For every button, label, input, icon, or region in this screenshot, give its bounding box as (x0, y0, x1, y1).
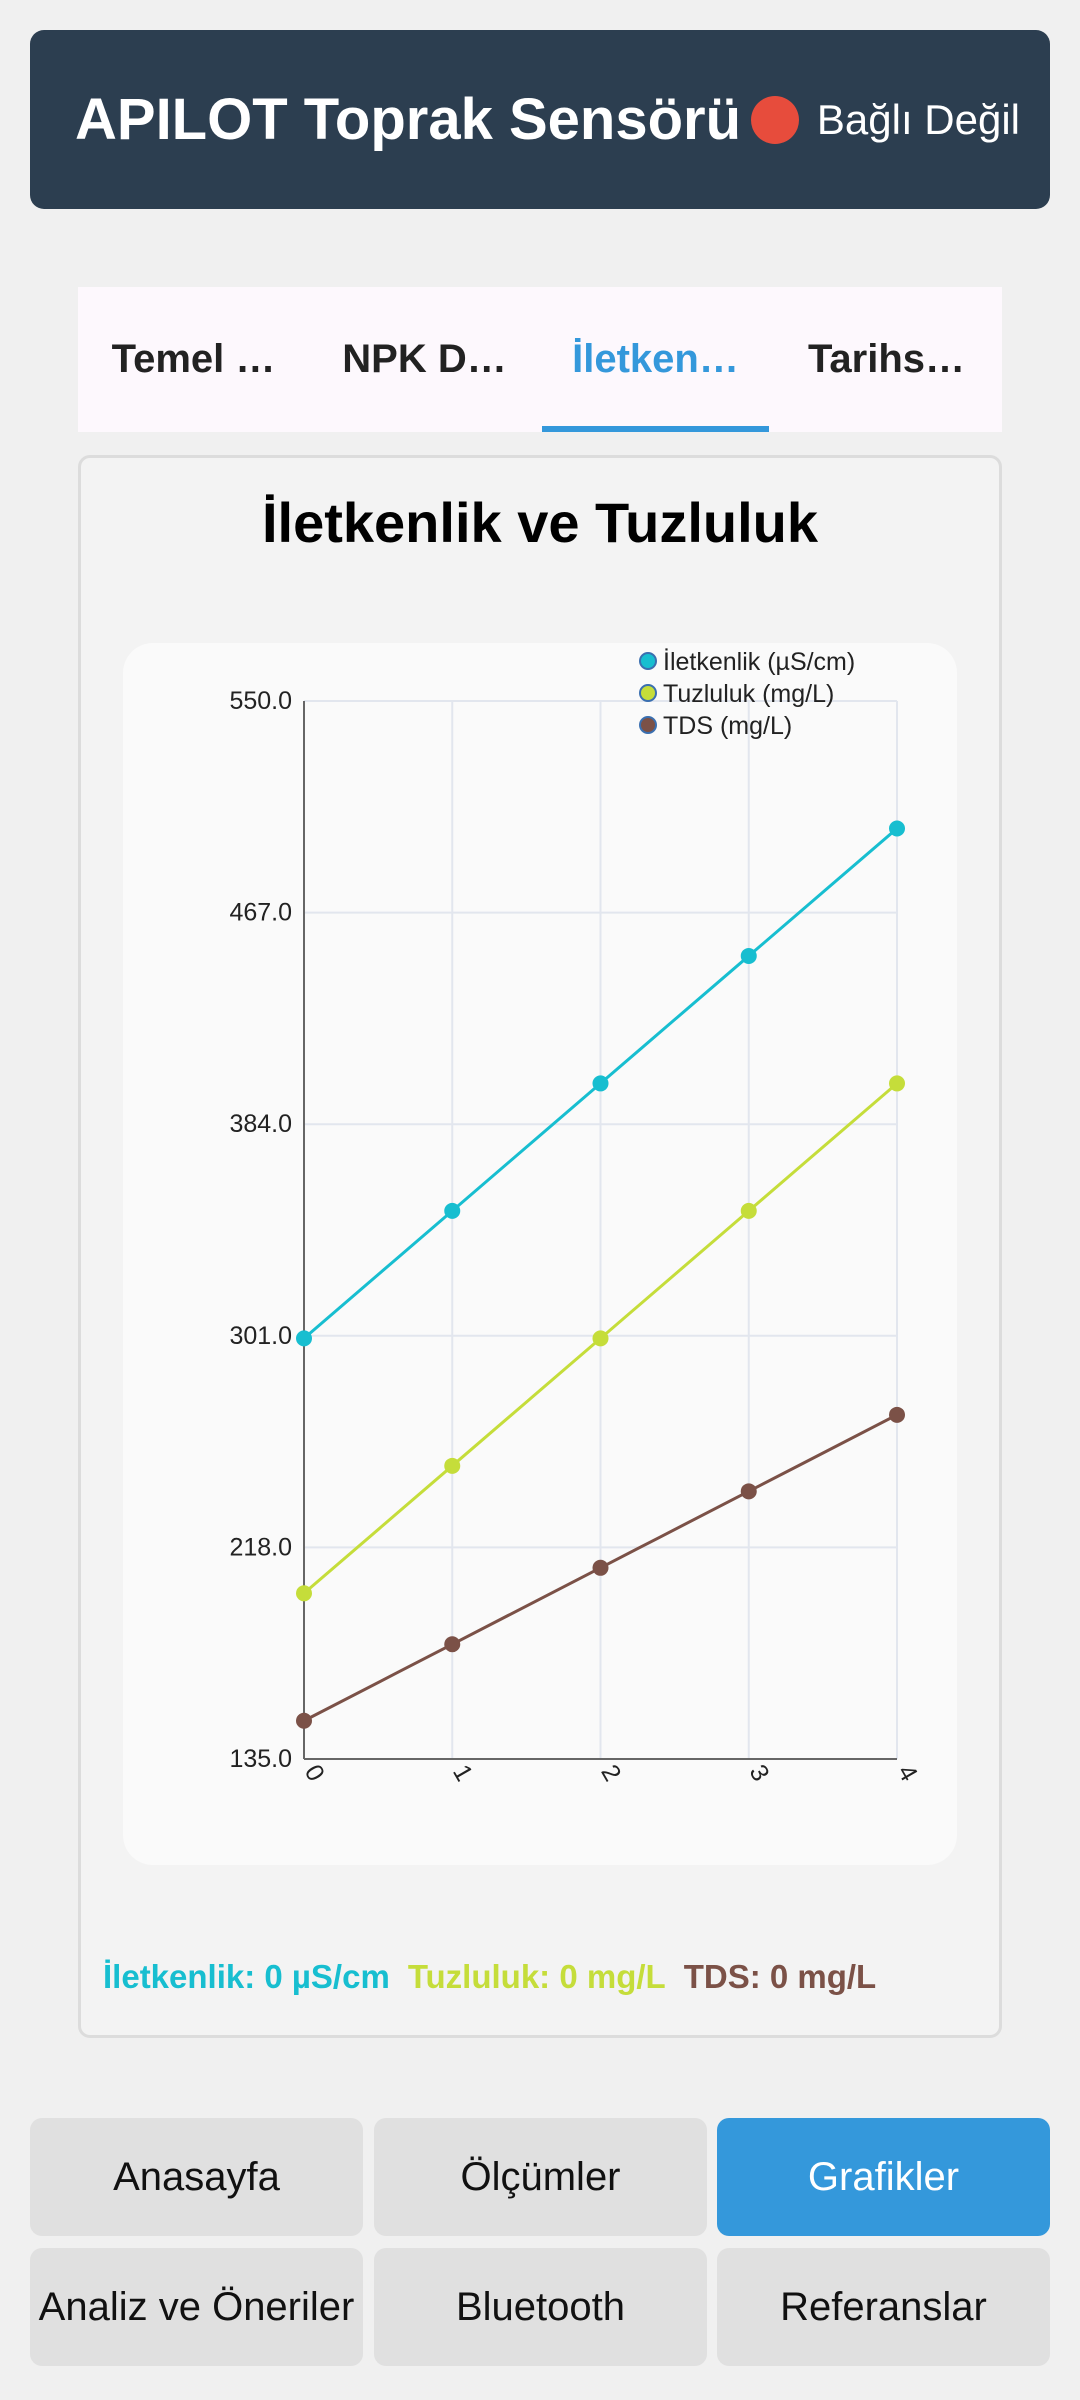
tab-iletkenlik[interactable]: İletken… (540, 287, 771, 432)
x-tick-label: 1 (447, 1760, 478, 1786)
data-point (889, 820, 905, 837)
chart-container: 550.0 467.0 384.0 301.0 218.0 135.0 0 1 2 3 4 İletk… (123, 643, 957, 1865)
nav-bluetooth-button[interactable]: Bluetooth (374, 2248, 707, 2366)
legend-label: TDS (mg/L) (663, 712, 792, 740)
y-tick-label: 218.0 (229, 1533, 292, 1561)
legend-label: İletkenlik (µS/cm) (663, 647, 855, 676)
legend-label: Tuzluluk (mg/L) (663, 680, 834, 708)
data-point (592, 1075, 609, 1092)
x-tick-label: 2 (595, 1760, 626, 1786)
nav-olcumler-button[interactable]: Ölçümler (374, 2118, 707, 2236)
status-text: Bağlı Değil (816, 95, 1020, 143)
chart-card: İletkenlik ve Tuzluluk 550.0 467.0 384.0 30… (78, 455, 1002, 2038)
data-point (740, 1483, 757, 1500)
status-dot-icon (750, 95, 799, 144)
data-point (740, 1202, 757, 1219)
y-tick-label: 135.0 (229, 1745, 292, 1773)
nav-referanslar-button[interactable]: Referanslar (717, 2248, 1050, 2366)
data-point (296, 1712, 312, 1729)
data-point (592, 1330, 609, 1347)
data-point (296, 1330, 312, 1347)
tab-npk[interactable]: NPK D… (342, 337, 507, 381)
legend-marker-icon (639, 716, 657, 734)
y-tick-label: 301.0 (229, 1322, 292, 1350)
data-point (889, 1406, 905, 1423)
reading-tds: TDS: 0 mg/L (683, 1958, 877, 1995)
legend-marker-icon (639, 652, 657, 670)
readings-row: İletkenlik: 0 µS/cm Tuzluluk: 0 mg/L TDS… (103, 1958, 876, 1996)
reading-iletkenlik: İletkenlik: 0 µS/cm (103, 1958, 390, 1995)
tab-bar: Temel … NPK D… İletken… Tarihs… (78, 287, 1002, 432)
nav-grafikler-button[interactable]: Grafikler (717, 2118, 1050, 2236)
data-point (444, 1202, 461, 1219)
chart-card-title: İletkenlik ve Tuzluluk (261, 491, 818, 554)
reading-tuzluluk: Tuzluluk: 0 mg/L (407, 1958, 666, 1995)
x-tick-label: 3 (744, 1760, 775, 1786)
x-tick-label: 0 (299, 1760, 330, 1786)
line-chart: 550.0 467.0 384.0 301.0 218.0 135.0 0 1 2 3 4 İletk… (229, 647, 923, 1786)
y-tick-label: 467.0 (229, 899, 292, 927)
data-point (444, 1457, 461, 1474)
data-point (296, 1585, 312, 1602)
data-point (740, 947, 757, 964)
legend-marker-icon (639, 684, 657, 702)
app-title: APILOT Toprak Sensörü (75, 87, 742, 152)
nav-analiz-button[interactable]: Analiz ve Öneriler (30, 2248, 363, 2366)
connection-status: Bağlı Değil (750, 95, 1020, 144)
tab-temel[interactable]: Temel … (111, 337, 276, 381)
x-tick-label: 4 (892, 1760, 923, 1786)
data-point (444, 1636, 461, 1653)
data-point (889, 1075, 905, 1092)
nav-anasayfa-button[interactable]: Anasayfa (30, 2118, 363, 2236)
y-tick-label: 550.0 (229, 687, 292, 715)
app-header: APILOT Toprak Sensörü Bağlı Değil (30, 30, 1050, 209)
tab-tarihsel[interactable]: Tarihs… (807, 337, 966, 381)
data-point (592, 1559, 609, 1576)
y-tick-label: 384.0 (229, 1110, 292, 1138)
